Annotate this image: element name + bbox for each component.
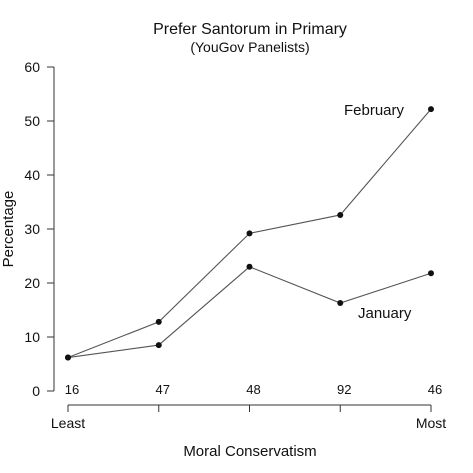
data-point-february <box>428 106 434 113</box>
x-end-label-least: Least <box>51 415 85 431</box>
series-label-january: January <box>358 305 412 322</box>
chart-title: Prefer Santorum in Primary <box>153 21 347 38</box>
sample-size-label: 16 <box>65 382 79 397</box>
y-tick-label: 60 <box>24 59 40 75</box>
x-axis-ticks <box>67 405 432 412</box>
data-point-january <box>246 263 253 270</box>
sample-size-label: 47 <box>156 382 170 397</box>
sample-size-labels: 16 47 48 92 46 <box>65 382 442 397</box>
data-point-february <box>246 230 253 237</box>
y-tick-label: 20 <box>24 275 40 291</box>
y-tick-label: 40 <box>24 167 40 183</box>
sample-size-label: 48 <box>246 382 260 397</box>
data-point-january <box>65 354 71 361</box>
y-tick-label: 50 <box>24 113 40 129</box>
data-point-february <box>337 211 344 218</box>
data-point-january <box>428 270 434 277</box>
chart-subtitle: (YouGov Panelists) <box>190 39 309 55</box>
data-point-january <box>155 342 162 349</box>
x-axis-title: Moral Conservatism <box>183 443 316 460</box>
y-axis-title: Percentage <box>0 191 17 268</box>
series-label-february: February <box>344 102 405 119</box>
y-tick-label: 0 <box>32 383 40 399</box>
sample-size-label: 92 <box>337 382 351 397</box>
y-axis-ticks: 0 10 20 30 40 50 60 <box>24 59 54 399</box>
sample-size-label: 46 <box>428 382 442 397</box>
series-layer <box>65 106 434 361</box>
x-end-label-most: Most <box>416 415 446 431</box>
y-tick-label: 30 <box>24 221 40 237</box>
data-point-february <box>155 318 162 325</box>
data-point-january <box>337 299 344 306</box>
y-tick-label: 10 <box>24 329 40 345</box>
